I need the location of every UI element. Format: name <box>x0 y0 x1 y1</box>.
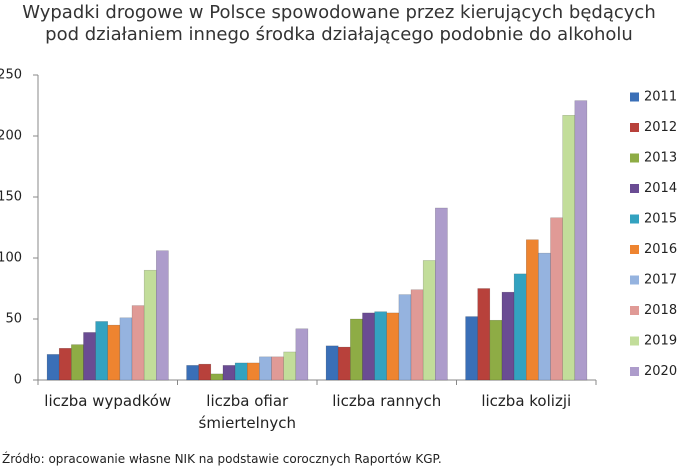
x-tick-label: liczba rannych <box>332 392 442 410</box>
legend-swatch <box>630 153 639 163</box>
bar <box>83 332 96 381</box>
legend-label: 2017 <box>644 273 677 288</box>
bar <box>386 312 400 381</box>
bar <box>350 318 363 381</box>
bar <box>410 289 424 381</box>
x-tick-label: liczba ofiar śmiertelnych <box>198 392 296 432</box>
bar <box>46 354 60 381</box>
bar <box>143 269 157 381</box>
legend-swatch <box>630 336 639 346</box>
y-tick-label: 150 <box>0 190 22 205</box>
legend-label: 2013 <box>644 151 677 166</box>
legend-swatch <box>630 92 639 102</box>
bar <box>465 316 478 381</box>
legend-label: 2019 <box>644 334 677 349</box>
bar <box>574 100 588 381</box>
bar <box>325 345 339 381</box>
bar <box>95 321 109 381</box>
legend-swatch <box>630 367 639 376</box>
bar <box>198 363 212 381</box>
legend-label: 2020 <box>644 364 677 379</box>
legend-label: 2016 <box>644 242 677 257</box>
bar <box>283 351 297 381</box>
bar <box>247 362 260 381</box>
legend-swatch <box>630 123 639 132</box>
legend-swatch <box>630 214 639 224</box>
legend-label: 2014 <box>644 181 677 196</box>
bar <box>501 291 515 381</box>
source-note: Źródło: opracowanie własne NIK na podsta… <box>2 452 442 466</box>
bar <box>435 207 448 381</box>
legend-swatch <box>630 306 639 315</box>
bar <box>513 273 527 381</box>
bar <box>58 348 72 381</box>
bar <box>374 311 387 381</box>
y-tick-label: 50 <box>5 312 22 327</box>
bar <box>234 362 248 381</box>
bar <box>550 217 563 381</box>
bar <box>337 346 351 381</box>
bar <box>562 115 576 381</box>
x-tick-label: liczba wypadków <box>44 392 172 410</box>
bar <box>362 312 375 381</box>
legend-label: 2012 <box>644 120 677 135</box>
bar <box>222 365 236 381</box>
bar <box>398 294 412 381</box>
bar <box>156 250 169 381</box>
bar <box>526 239 539 381</box>
bar <box>271 356 284 381</box>
bar <box>131 305 145 381</box>
bar <box>477 288 491 381</box>
y-tick-label: 100 <box>0 251 22 266</box>
y-tick-label: 200 <box>0 129 22 144</box>
chart-title: Wypadki drogowe w Polsce spowodowane prz… <box>22 2 656 45</box>
bar <box>107 324 121 381</box>
bar <box>538 252 551 381</box>
bar <box>295 328 309 381</box>
bar <box>186 365 199 381</box>
legend-label: 2015 <box>644 212 677 227</box>
y-tick-label: 0 <box>14 373 22 388</box>
x-tick-label: liczba kolizji <box>481 392 572 410</box>
bar <box>259 356 272 381</box>
bar <box>71 344 84 381</box>
bar <box>210 373 224 381</box>
legend-swatch <box>630 275 639 285</box>
legend-label: 2018 <box>644 303 677 318</box>
y-tick-label: 250 <box>0 68 22 83</box>
bar <box>489 319 503 381</box>
legend-swatch <box>630 245 639 254</box>
legend-swatch <box>630 184 639 193</box>
bar <box>119 317 133 381</box>
bar <box>422 260 436 381</box>
legend-label: 2011 <box>644 90 677 105</box>
